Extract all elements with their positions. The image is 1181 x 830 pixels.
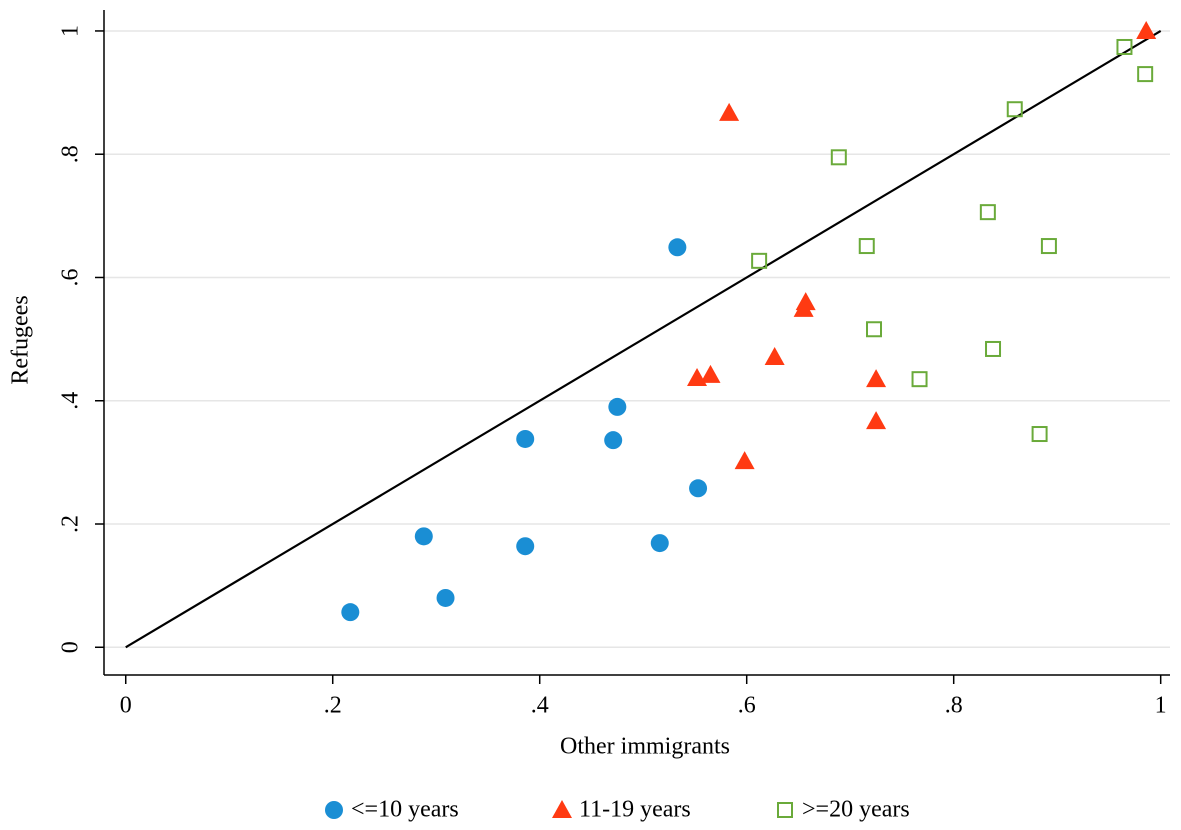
point — [668, 238, 687, 257]
point — [866, 321, 883, 338]
y-tick-label: .2 — [58, 515, 84, 533]
x-tick-label: .8 — [945, 693, 963, 719]
point — [719, 102, 740, 121]
point — [608, 397, 627, 416]
legend-marker — [325, 801, 343, 819]
point — [979, 204, 996, 221]
point — [830, 149, 847, 166]
point — [911, 371, 928, 388]
legend-marker — [777, 802, 793, 818]
point — [1031, 426, 1048, 443]
x-tick-label: .6 — [738, 693, 756, 719]
point — [866, 411, 887, 430]
x-axis-title: Other immigrants — [560, 734, 730, 760]
y-axis-title: Refugees — [8, 295, 34, 384]
y-tick-label: 0 — [58, 641, 84, 653]
point — [866, 369, 887, 388]
point — [700, 364, 721, 383]
x-tick-label: .4 — [531, 693, 549, 719]
y-tick-label: .4 — [58, 392, 84, 410]
point — [764, 346, 785, 365]
legend-label: 11-19 years — [579, 797, 691, 823]
x-tick-label: 0 — [120, 693, 132, 719]
reference-line — [125, 30, 1162, 649]
x-tick-label: 1 — [1155, 693, 1167, 719]
point — [650, 534, 669, 553]
point — [734, 451, 755, 470]
point — [689, 479, 708, 498]
legend-item: >=20 years — [777, 797, 910, 823]
point — [516, 429, 535, 448]
point — [858, 238, 875, 255]
point — [985, 340, 1002, 357]
point — [516, 537, 535, 556]
point — [1136, 20, 1157, 39]
point — [414, 527, 433, 546]
point — [1006, 101, 1023, 118]
point — [751, 252, 768, 269]
point — [1137, 66, 1154, 83]
point — [793, 298, 814, 317]
legend-marker — [552, 800, 572, 818]
y-tick-label: .8 — [58, 145, 84, 163]
legend-item: 11-19 years — [552, 797, 691, 823]
legend-label: <=10 years — [351, 797, 459, 823]
point — [1116, 38, 1133, 55]
legend-item: <=10 years — [325, 797, 459, 823]
point — [604, 431, 623, 450]
x-tick-label: .2 — [324, 693, 342, 719]
legend-label: >=20 years — [802, 797, 910, 823]
y-tick-label: 1 — [58, 25, 84, 37]
point — [341, 603, 360, 622]
point — [1040, 238, 1057, 255]
y-tick-label: .6 — [58, 268, 84, 286]
point — [436, 588, 455, 607]
